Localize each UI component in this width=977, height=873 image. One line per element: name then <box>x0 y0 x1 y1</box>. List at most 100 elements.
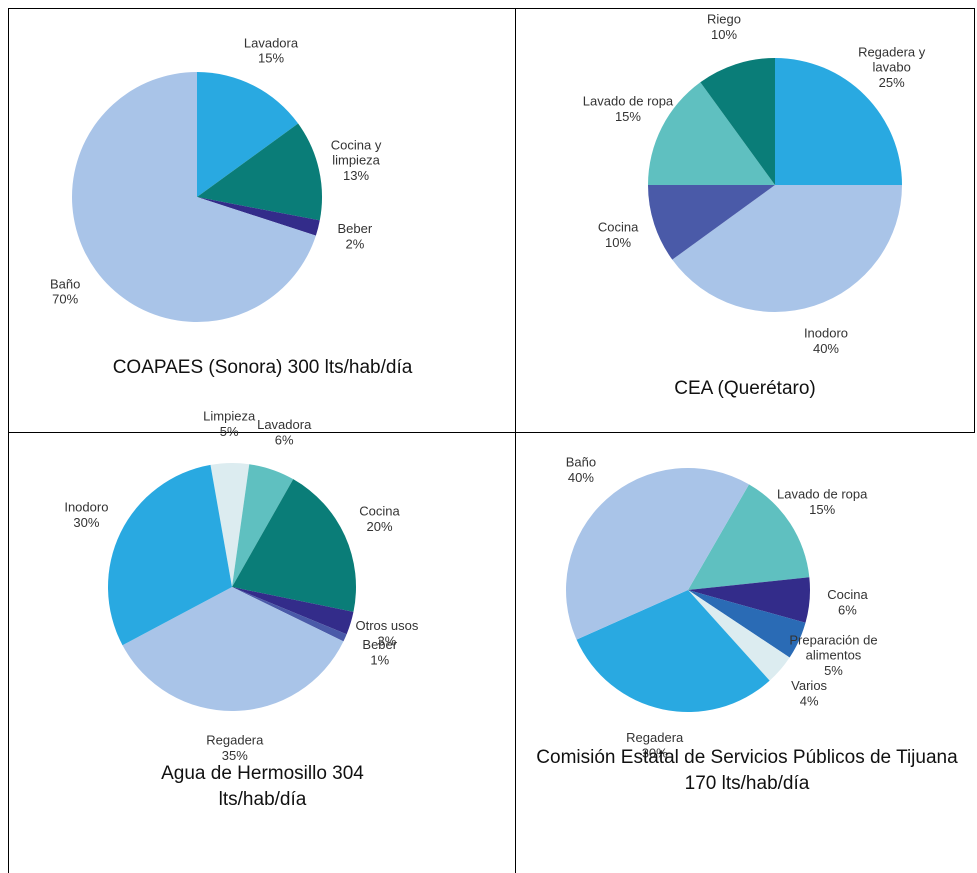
slice-label: Lavado de ropa <box>583 94 674 109</box>
slice-value-label: 15% <box>809 502 835 517</box>
pie-slice <box>688 590 790 681</box>
slice-value-label: 13% <box>343 168 369 183</box>
slice-label-line: Cocina <box>359 504 400 519</box>
slice-label-line: Riego <box>707 12 741 27</box>
slice-label: Inodoro <box>804 326 848 341</box>
slice-label-line: Regadera <box>206 733 264 748</box>
pie-slice <box>648 82 775 185</box>
slice-label-line: Preparación de <box>789 633 877 648</box>
slice-label: Lavadora <box>244 36 299 51</box>
slice-label-line: Cocina <box>598 220 639 235</box>
slice-label: Limpieza <box>203 409 256 424</box>
slice-label-line: Cocina y <box>331 138 382 153</box>
slice-label-line: Varios <box>791 678 827 693</box>
slice-value-label: 30% <box>642 745 668 760</box>
slice-label-line: Cocina <box>827 587 868 602</box>
slice-value-label: 4% <box>800 693 819 708</box>
slice-label: Riego <box>707 12 741 27</box>
slice-value-label: 40% <box>568 470 594 485</box>
slice-label: Baño <box>566 455 596 470</box>
slice-label-line: Inodoro <box>804 326 848 341</box>
slice-label-line: Regadera y <box>858 45 926 60</box>
pie-slice <box>232 479 356 612</box>
slice-label: Beber <box>338 221 373 236</box>
table-border <box>8 8 975 9</box>
slice-label-line: Beber <box>338 221 373 236</box>
pie-slice <box>565 467 749 640</box>
pie-slice <box>775 58 902 185</box>
pie-slice <box>122 587 344 711</box>
slice-label: Regadera y lavabo <box>858 45 926 75</box>
slice-label-line: Otros usos <box>355 618 418 633</box>
slice-value-label: 35% <box>222 748 248 763</box>
slice-label: Varios <box>791 678 827 693</box>
slice-value-label: 10% <box>605 235 631 250</box>
slice-label: Cocina <box>598 220 639 235</box>
slice-value-label: 1% <box>370 652 389 667</box>
table-border <box>8 8 9 873</box>
slice-label-line: Lavadora <box>257 418 312 433</box>
slice-label-line: Baño <box>50 277 80 292</box>
chart-caption: CEA (Querétaro) <box>674 378 816 399</box>
pie-slice <box>688 590 806 658</box>
slice-label-line: lavabo <box>873 60 911 75</box>
pie-slice <box>197 197 320 236</box>
slice-label-line: Lavado de ropa <box>583 94 674 109</box>
pie-slice <box>107 464 232 646</box>
slice-value-label: 70% <box>52 292 78 307</box>
slice-value-label: 3% <box>378 633 397 648</box>
slice-value-label: 5% <box>824 663 843 678</box>
chart-caption: Comisión Estatal de Servicios Públicos d… <box>536 747 958 794</box>
slice-label-line: Lavado de ropa <box>777 487 868 502</box>
slice-label: Preparación de alimentos <box>789 633 877 663</box>
slice-value-label: 30% <box>73 515 99 530</box>
slice-label-line: Beber <box>362 637 397 652</box>
slice-label: Cocina y limpieza <box>331 138 382 168</box>
slice-label: Otros usos <box>355 618 418 633</box>
slice-label: Lavado de ropa <box>777 487 868 502</box>
pie-slice <box>232 587 347 642</box>
pie-slice <box>232 464 294 587</box>
slice-value-label: 2% <box>345 236 364 251</box>
slice-value-label: 6% <box>275 433 294 448</box>
table-border <box>974 8 975 432</box>
slice-value-label: 15% <box>258 51 284 66</box>
slice-value-label: 20% <box>367 519 393 534</box>
slice-value-label: 6% <box>838 602 857 617</box>
pie-slice <box>232 587 354 635</box>
pie-slice <box>576 590 770 712</box>
slice-label-line: Regadera <box>626 730 684 745</box>
slice-label-line: Limpieza <box>203 409 256 424</box>
slice-label: Beber <box>362 637 397 652</box>
slice-label-line: Baño <box>566 455 596 470</box>
pie-slice <box>672 185 902 312</box>
chart-caption: COAPAES (Sonora) 300 lts/hab/día <box>112 357 413 378</box>
slice-value-label: 10% <box>711 27 737 42</box>
slice-value-label: 15% <box>615 109 641 124</box>
slice-label: Baño <box>50 277 80 292</box>
pie-slice <box>648 185 775 260</box>
slice-label: Cocina <box>827 587 868 602</box>
slice-label-line: limpieza <box>332 153 380 168</box>
table-border <box>8 432 975 433</box>
slice-label-line: Lavadora <box>244 36 299 51</box>
pie-slice <box>688 577 810 623</box>
table-border <box>515 8 516 873</box>
slice-value-label: 40% <box>813 341 839 356</box>
slice-label: Inodoro <box>64 500 108 515</box>
chart-caption: Agua de Hermosillo 304 lts/hab/día <box>161 763 364 810</box>
pie-slice <box>688 484 810 590</box>
slice-label: Regadera <box>206 733 264 748</box>
pie-slice <box>71 72 316 322</box>
slice-value-label: 5% <box>220 424 239 439</box>
pie-slice <box>197 123 322 221</box>
slice-label: Cocina <box>359 504 400 519</box>
pie-slice <box>197 72 299 197</box>
slice-label: Regadera <box>626 730 684 745</box>
slice-label-line: Inodoro <box>64 500 108 515</box>
pie-slice <box>210 463 250 587</box>
slice-label: Lavadora <box>257 418 312 433</box>
slice-value-label: 25% <box>879 75 905 90</box>
